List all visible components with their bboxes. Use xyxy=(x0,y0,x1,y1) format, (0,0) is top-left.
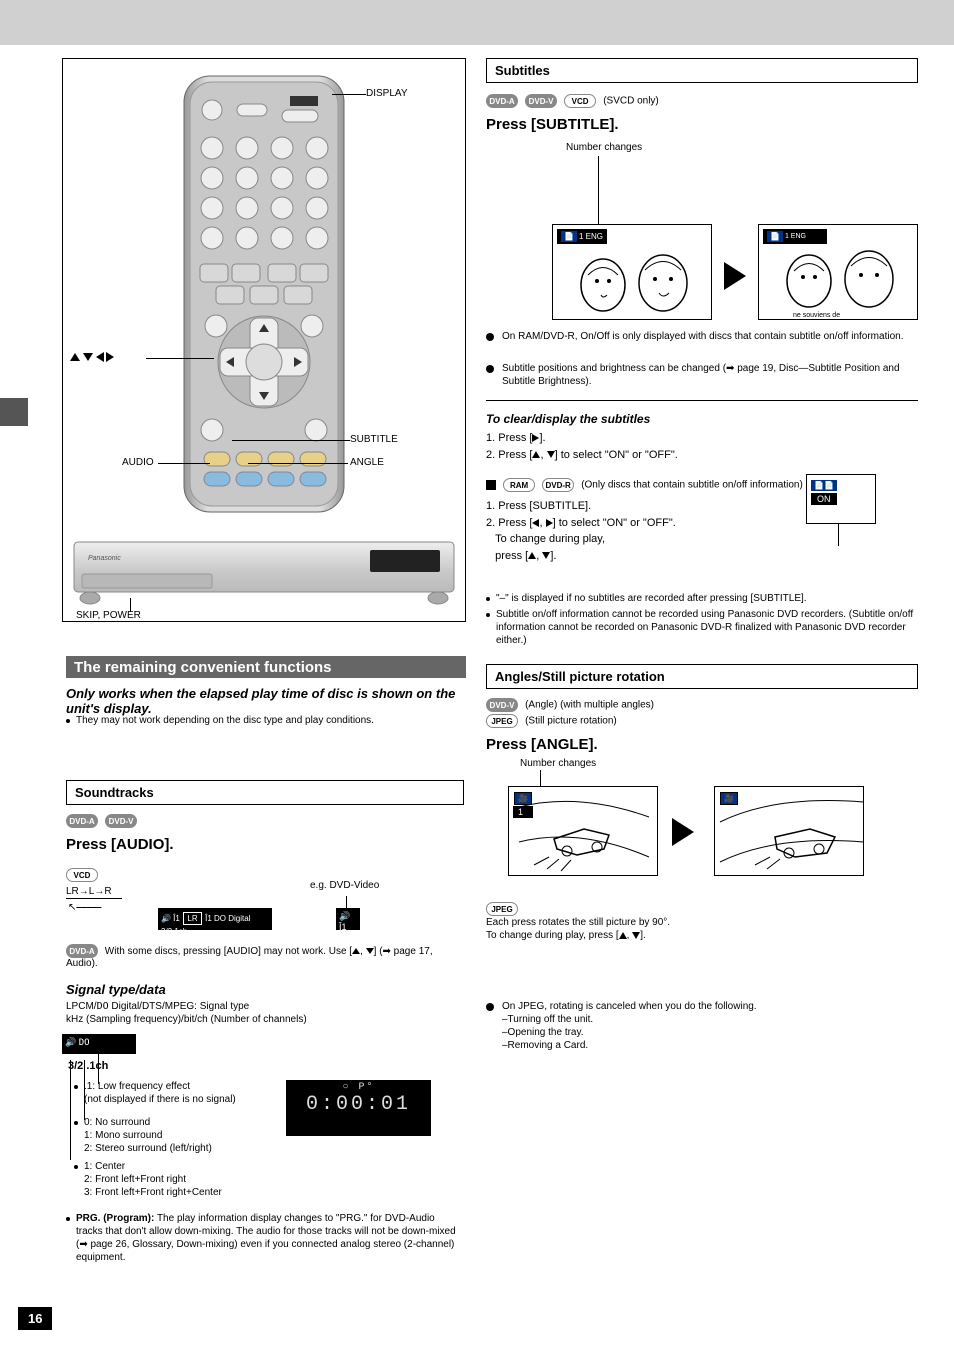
leader-line xyxy=(70,1060,71,1160)
badge-dvda: DVD-A xyxy=(66,814,98,828)
section-banner-convenient: The remaining convenient functions xyxy=(66,656,466,678)
clear-steps: 1. Press []. 2. Press [, ] to select "ON… xyxy=(486,430,786,463)
vcd-cycle: VCD xyxy=(66,866,102,882)
scene-osd-1: 📄1 ENG xyxy=(557,229,607,244)
scene-angle-1: 🎥 1 xyxy=(508,786,658,876)
lcd-display: ○ P° 0:00:01 xyxy=(286,1080,431,1136)
scene-angle-2: 🎥 xyxy=(714,786,864,876)
arrow-transition-icon xyxy=(724,262,746,290)
subtitle-bullet-2: Subtitle positions and brightness can be… xyxy=(486,362,918,388)
prg-note: PRG. (Program): The play information dis… xyxy=(66,1212,464,1264)
stop-icon xyxy=(486,480,496,490)
subtitle-badges: DVD-A DVD-V VCD (SVCD only) xyxy=(486,92,659,108)
jpeg-bullet: On JPEG, rotating is canceled when you d… xyxy=(486,1000,918,1052)
badge-vcd: VCD xyxy=(66,868,98,882)
leader-line xyxy=(232,440,350,441)
scene-angle-osd: 🎥 1 xyxy=(513,791,533,818)
signal-desc: LPCM/DO Digital/DTS/MPEG: Signal typekHz… xyxy=(66,1000,464,1026)
signal-type-heading: Signal type/data xyxy=(66,982,166,997)
arrow-transition-icon xyxy=(672,818,694,846)
section-angles: Angles/Still picture rotation xyxy=(486,664,918,689)
subtitle-instruction: Press [SUBTITLE]. xyxy=(486,116,619,133)
remote-control-illustration xyxy=(182,74,346,514)
clear-subtitles-heading: To clear/display the subtitles xyxy=(486,412,650,426)
leader-line xyxy=(98,1050,99,1084)
top-gray-bar xyxy=(0,0,954,45)
audio-instruction: Press [AUDIO]. xyxy=(66,836,174,853)
angle-number-label: Number changes xyxy=(520,758,596,769)
osd-audio-small: 🔊 Î1 xyxy=(336,908,360,930)
legend-lfe: .1: Low frequency effect (not displayed … xyxy=(74,1080,274,1106)
label-cursors xyxy=(70,352,114,363)
dvda-note: DVD-A With some discs, pressing [AUDIO] … xyxy=(66,942,464,969)
legend-front: 1: Center 2: Front left+Front right 3: F… xyxy=(74,1160,294,1199)
ram-bullet-2: Subtitle on/off information cannot be re… xyxy=(486,608,918,647)
legend-surround: 0: No surround 1: Mono surround 2: Stere… xyxy=(74,1116,274,1155)
angle-instruction: Press [ANGLE]. xyxy=(486,736,598,753)
cycle-return: ↖⎯⎯⎯⎯⎯ xyxy=(68,902,101,913)
scene-osd-2: 📄1 ENG xyxy=(763,229,827,244)
vcd-arrows: LR→L→R xyxy=(66,886,112,897)
leader-line xyxy=(598,156,599,224)
label-subtitle: SUBTITLE xyxy=(350,434,398,445)
leader-line xyxy=(332,94,366,95)
osd-channel-example: 🔊 DO xyxy=(62,1034,136,1054)
disc-badges: DVD-A DVD-V xyxy=(66,812,141,828)
ram-osd-box: 📄📄 ON xyxy=(806,474,876,524)
svg-text:Panasonic: Panasonic xyxy=(88,555,121,562)
badge-dvda: DVD-A xyxy=(486,94,518,108)
leader-line xyxy=(346,896,347,908)
ram-bullet-1: "–" is displayed if no subtitles are rec… xyxy=(486,592,918,605)
label-display: DISPLAY xyxy=(366,88,408,99)
number-changes-label: Number changes xyxy=(566,142,642,153)
label-angle: ANGLE xyxy=(350,457,384,468)
dvd-player-illustration: Panasonic xyxy=(70,532,458,607)
label-audio: AUDIO xyxy=(122,457,154,468)
angle-badges: DVD-V (Angle) (with multiple angles) JPE… xyxy=(486,696,654,728)
subtitle-bullet-1: On RAM/DVD-R, On/Off is only displayed w… xyxy=(486,330,918,343)
badge-vcd: VCD xyxy=(564,94,596,108)
page-number: 16 xyxy=(18,1307,52,1330)
jpeg-note: JPEG Each press rotates the still pictur… xyxy=(486,900,918,942)
section-soundtracks: Soundtracks xyxy=(66,780,464,805)
channel-text: 3/2 .1ch xyxy=(68,1060,108,1072)
section-subtitles: Subtitles xyxy=(486,58,918,83)
leader-line xyxy=(838,524,839,546)
divider xyxy=(486,400,918,401)
note-bullet: They may not work depending on the disc … xyxy=(66,714,464,727)
leader-line xyxy=(130,598,131,612)
cycle-underline xyxy=(66,898,122,899)
leader-line xyxy=(158,463,210,464)
example-label: e.g. DVD-Video xyxy=(310,880,379,891)
leader-line xyxy=(540,770,541,786)
label-skip-power: SKIP, POWER xyxy=(76,610,166,621)
badge-dvdv: DVD-V xyxy=(105,814,137,828)
ram-steps: 1. Press [SUBTITLE]. 2. Press [, ] to se… xyxy=(486,498,786,564)
only-works-subheading: Only works when the elapsed play time of… xyxy=(66,686,464,716)
scene-subtitle-2: 📄1 ENG ne souviens de xyxy=(758,224,918,320)
leader-line xyxy=(248,463,348,464)
svg-text:ne souviens de: ne souviens de xyxy=(793,312,840,319)
scene-angle-osd-2: 🎥 xyxy=(719,791,739,806)
leader-line xyxy=(146,358,214,359)
badge-dvdv: DVD-V xyxy=(525,94,557,108)
osd-audio-full: 🔊 Î1 LR Î1 DO Digital 3/2.1ch xyxy=(158,908,272,930)
scene-subtitle-1: 📄1 ENG xyxy=(552,224,712,320)
side-tab xyxy=(0,398,28,426)
